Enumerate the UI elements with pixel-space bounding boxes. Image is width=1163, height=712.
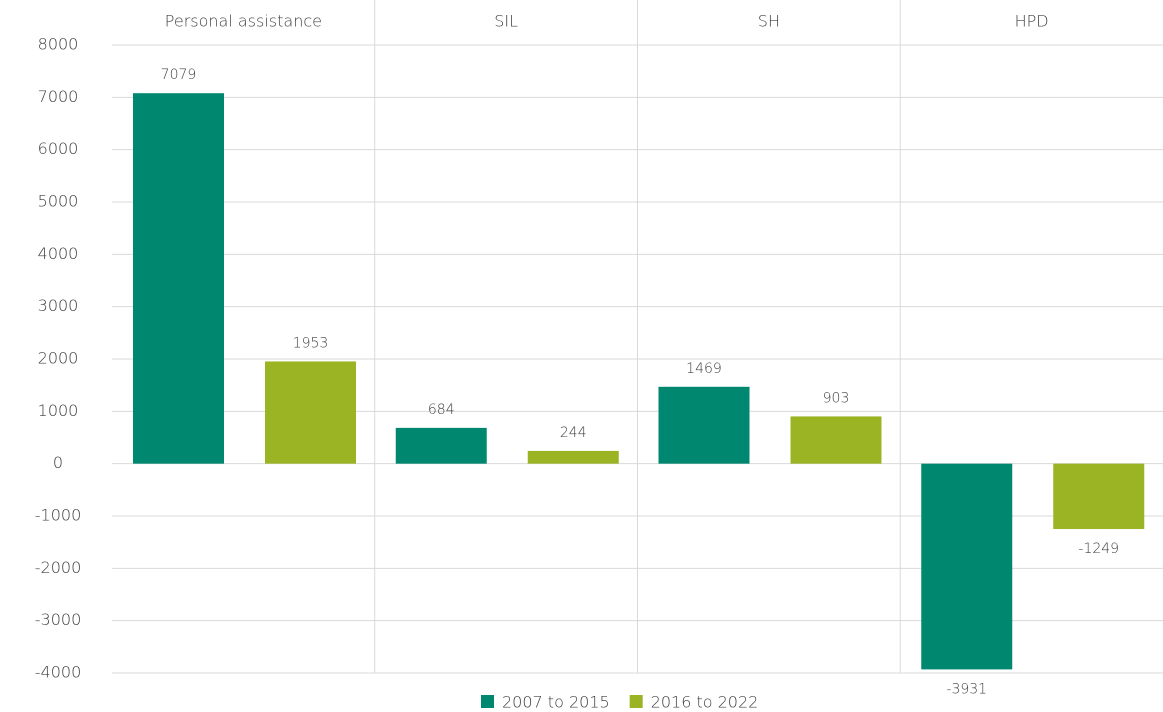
category-label: SH: [758, 12, 780, 31]
legend-swatch: [481, 695, 494, 708]
legend-label: 2007 to 2015: [502, 693, 610, 712]
y-tick-label: -2000: [35, 558, 82, 577]
y-tick-label: -1000: [35, 506, 82, 525]
bar: [658, 386, 750, 464]
bar: [395, 427, 487, 464]
bar: [133, 93, 224, 464]
bar: [527, 450, 619, 464]
data-label: -1249: [1078, 541, 1119, 557]
category-label: Personal assistance: [165, 12, 322, 31]
bar: [265, 361, 356, 464]
y-tick-label: 1000: [38, 401, 79, 420]
data-label: 7079: [161, 67, 197, 83]
y-tick-label: 3000: [38, 296, 79, 315]
y-tick-label: -3000: [35, 610, 82, 629]
category-label: HPD: [1015, 12, 1049, 31]
category-label: SIL: [494, 12, 518, 31]
y-tick-label: 5000: [38, 192, 79, 211]
bar: [921, 463, 1013, 670]
legend-label: 2016 to 2022: [651, 693, 759, 712]
y-tick-label: 6000: [38, 139, 79, 158]
data-label: 684: [428, 402, 455, 418]
data-label: 1469: [686, 361, 722, 377]
y-tick-label: 4000: [38, 244, 79, 263]
data-label: 1953: [293, 335, 329, 351]
y-tick-label: 2000: [38, 349, 79, 368]
data-label: 903: [823, 390, 850, 406]
y-tick-label: 7000: [38, 87, 79, 106]
legend-swatch: [629, 695, 643, 708]
y-tick-label: -4000: [35, 663, 82, 682]
data-label: 244: [560, 425, 587, 441]
data-label: -3931: [946, 681, 987, 697]
bar: [1053, 463, 1145, 530]
bar: [790, 416, 882, 464]
y-tick-label: 0: [53, 453, 63, 472]
y-tick-label: 8000: [38, 35, 79, 54]
